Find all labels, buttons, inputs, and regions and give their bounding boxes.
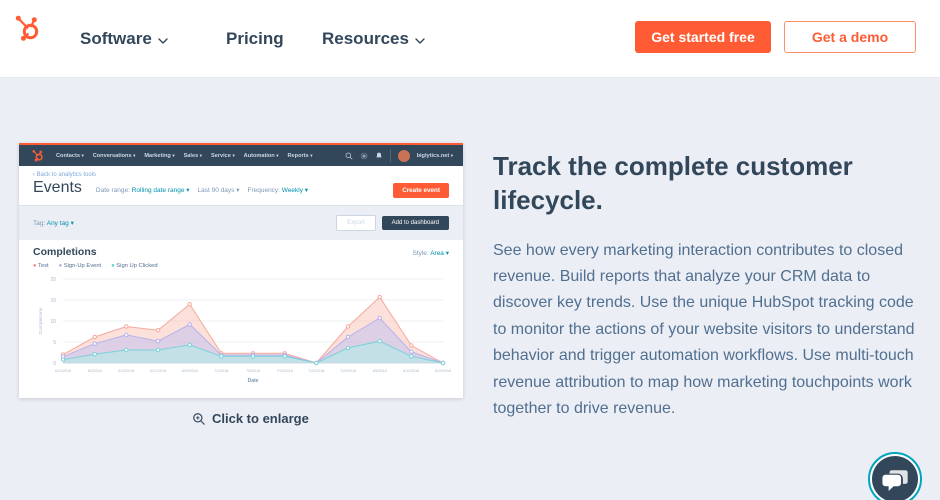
svg-text:7/29/2018: 7/29/2018 bbox=[340, 369, 356, 373]
svg-text:8/12/2018: 8/12/2018 bbox=[403, 369, 419, 373]
svg-text:7/1/2018: 7/1/2018 bbox=[214, 369, 228, 373]
svg-text:7/22/2018: 7/22/2018 bbox=[308, 369, 324, 373]
svg-text:0: 0 bbox=[53, 361, 56, 367]
svg-text:5: 5 bbox=[53, 340, 56, 346]
svg-text:8/5/2018: 8/5/2018 bbox=[373, 369, 387, 373]
svg-text:6/3/2018: 6/3/2018 bbox=[88, 369, 102, 373]
svg-text:Completions: Completions bbox=[38, 307, 44, 334]
svg-text:6/21/2018: 6/21/2018 bbox=[55, 369, 71, 373]
svg-text:6/10/2018: 6/10/2018 bbox=[118, 369, 134, 373]
svg-text:15: 15 bbox=[50, 298, 56, 304]
svg-text:6/24/2018: 6/24/2018 bbox=[182, 369, 198, 373]
svg-text:8/19/2018: 8/19/2018 bbox=[435, 369, 451, 373]
svg-text:7/15/2018: 7/15/2018 bbox=[277, 369, 293, 373]
svg-text:7/8/2018: 7/8/2018 bbox=[246, 369, 260, 373]
svg-text:10: 10 bbox=[50, 319, 56, 325]
svg-text:20: 20 bbox=[50, 277, 56, 283]
svg-text:6/17/2018: 6/17/2018 bbox=[150, 369, 166, 373]
svg-text:Date: Date bbox=[248, 378, 259, 384]
